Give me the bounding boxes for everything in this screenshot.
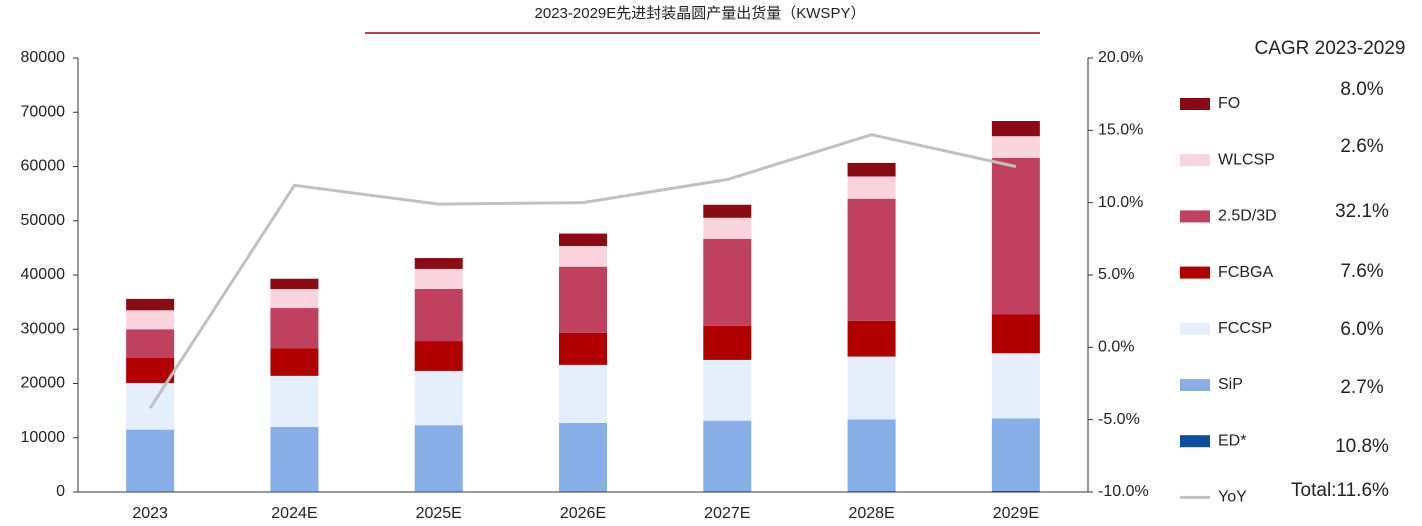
- bar-segment: [703, 491, 752, 492]
- y-tick-label: 70000: [21, 103, 66, 120]
- y-tick-label: 40000: [21, 266, 66, 283]
- bar-segment: [703, 325, 752, 360]
- legend-label: FO: [1218, 95, 1240, 112]
- bar-segment: [703, 217, 752, 239]
- legend-swatch: [1180, 210, 1210, 223]
- y2-tick-label: -10.0%: [1098, 483, 1149, 500]
- bar-segment: [559, 233, 607, 247]
- bar-segment: [270, 289, 319, 309]
- bar-segment: [847, 356, 896, 420]
- bar-segment: [414, 268, 463, 289]
- bar-segment: [847, 491, 896, 492]
- y-tick-label: 0: [56, 483, 65, 500]
- legend-swatch: [1180, 379, 1210, 391]
- bar-segment: [414, 425, 463, 492]
- bar-segment: [991, 121, 1040, 137]
- cagr-value: 32.1%: [1335, 201, 1389, 222]
- bar-segment: [414, 258, 463, 269]
- cagr-title: CAGR 2023-2029: [1254, 38, 1405, 59]
- legend-swatch: [1180, 154, 1210, 167]
- cagr-value: 2.7%: [1340, 377, 1383, 398]
- legend-label: ED*: [1218, 432, 1246, 449]
- cagr-value: 6.0%: [1340, 319, 1383, 340]
- bar-segment: [270, 308, 319, 349]
- cagr-value: 10.8%: [1335, 436, 1389, 457]
- bar-segment: [847, 198, 896, 321]
- bar-segment: [270, 426, 319, 492]
- bar-segment: [559, 422, 607, 492]
- bar-segment: [703, 420, 752, 492]
- bar-segment: [270, 375, 319, 427]
- legend-label: FCBGA: [1218, 264, 1273, 281]
- bar-segment: [270, 491, 319, 492]
- legend-label: WLCSP: [1218, 151, 1275, 168]
- legend-swatch: [1180, 435, 1210, 448]
- y2-tick-label: 15.0%: [1098, 122, 1143, 139]
- bar-segment: [991, 136, 1040, 158]
- y-tick-label: 60000: [21, 158, 66, 175]
- legend-swatch: [1180, 322, 1210, 335]
- bar-segment: [559, 364, 607, 423]
- cagr-value: 2.6%: [1340, 136, 1383, 157]
- cagr-value: 8.0%: [1340, 79, 1383, 100]
- bar-segment: [847, 320, 896, 357]
- y-tick-label: 20000: [21, 375, 66, 392]
- y2-tick-label: 5.0%: [1098, 266, 1134, 283]
- bar-segment: [559, 246, 607, 267]
- bar-segment: [414, 341, 463, 371]
- bar-segment: [126, 329, 175, 359]
- y2-tick-label: 10.0%: [1098, 194, 1143, 211]
- x-tick-label: 2027E: [704, 505, 750, 522]
- bar-segment: [703, 204, 752, 218]
- bar-segment: [847, 419, 896, 492]
- legend-label: YoY: [1218, 489, 1247, 506]
- bar-segment: [991, 490, 1040, 492]
- bar-segment: [126, 491, 175, 492]
- y-tick-label: 10000: [21, 429, 66, 446]
- y2-tick-label: 20.0%: [1098, 49, 1143, 66]
- x-tick-label: 2028E: [848, 505, 894, 522]
- legend-label: SiP: [1218, 376, 1243, 393]
- bar-segment: [847, 162, 896, 177]
- x-tick-label: 2023: [132, 505, 168, 522]
- legend-swatch: [1180, 266, 1210, 279]
- x-tick-label: 2026E: [560, 505, 606, 522]
- bar-segment: [559, 266, 607, 333]
- bar-segment: [126, 298, 175, 311]
- bar-segment: [991, 314, 1040, 354]
- bar-segment: [126, 310, 175, 330]
- x-tick-label: 2029E: [993, 505, 1039, 522]
- legend-label: 2.5D/3D: [1218, 208, 1277, 225]
- bar-segment: [270, 278, 319, 290]
- bar-segment: [703, 238, 752, 326]
- bar-segment: [703, 359, 752, 421]
- yoy-line: [148, 133, 1017, 409]
- chart-title: 2023-2029E先进封装晶圆产量出货量（KWSPY）: [535, 5, 866, 22]
- bar-segment: [270, 348, 319, 376]
- y-tick-label: 50000: [21, 212, 66, 229]
- cagr-value: 7.6%: [1340, 261, 1383, 282]
- bar-segment: [991, 353, 1040, 419]
- y2-tick-label: -5.0%: [1098, 411, 1140, 428]
- bar-segment: [126, 429, 175, 492]
- bar-segment: [847, 176, 896, 199]
- total-cagr: Total:11.6%: [1291, 480, 1389, 501]
- x-tick-label: 2025E: [416, 505, 462, 522]
- y-tick-label: 80000: [21, 49, 66, 66]
- bar-segment: [414, 370, 463, 426]
- bar-segment: [559, 332, 607, 365]
- bar-segment: [414, 491, 463, 492]
- y2-tick-label: 0.0%: [1098, 339, 1134, 356]
- bar-segment: [991, 418, 1040, 491]
- bar-segment: [559, 491, 607, 492]
- bar-segment: [126, 358, 175, 383]
- bar-segment: [991, 157, 1040, 315]
- legend-swatch: [1180, 98, 1210, 110]
- y-tick-label: 30000: [21, 320, 66, 337]
- legend-label: FCCSP: [1218, 320, 1272, 337]
- x-tick-label: 2024E: [271, 505, 317, 522]
- bar-segment: [414, 288, 463, 342]
